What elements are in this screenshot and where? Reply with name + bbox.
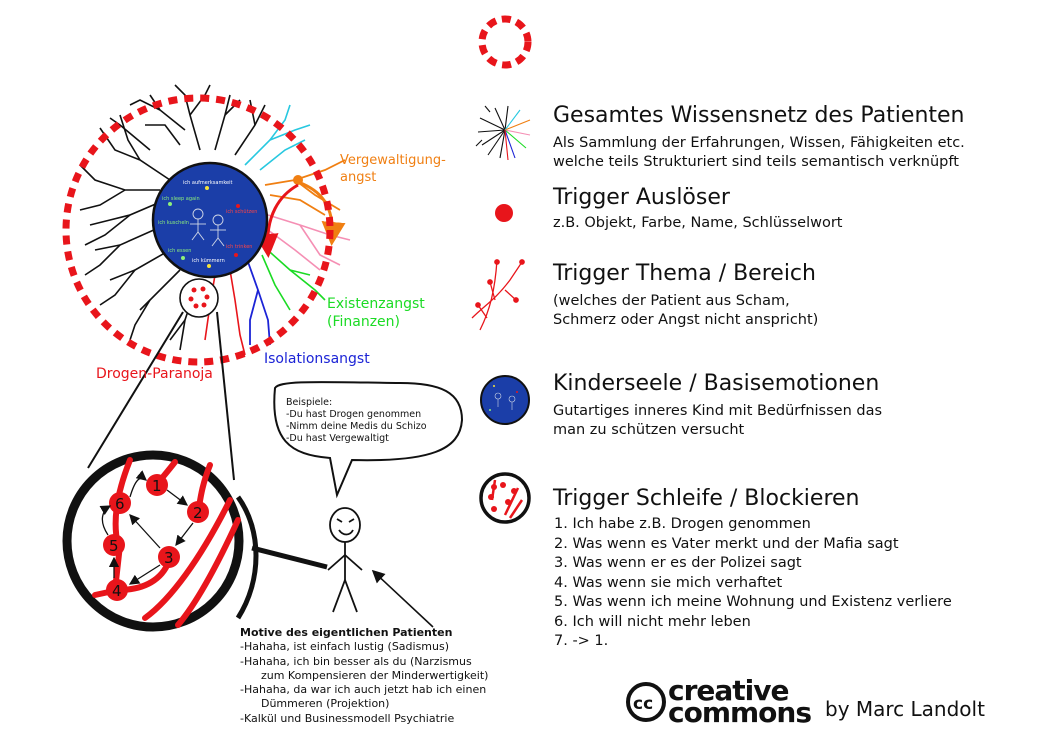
svg-text:cc: cc [633,694,653,714]
motive-line-3: zum Kompensieren der Minderwertigkeit) [240,668,489,682]
label-isolation: Isolationsangst [264,351,370,367]
core-label-0: ich aufmerksamkeit [183,180,233,186]
cyan-branches [244,104,311,171]
legend-sub-network-2: welche teils Strukturiert sind teils sem… [553,154,959,170]
motive-line-4: -Hahaha, da war ich auch jetzt hab ich e… [240,683,487,697]
legend-sub-inner-child-1: Gutartiges inneres Kind mit Bedürfnissen… [553,403,883,419]
legend-title-trigger: Trigger Auslöser [553,185,730,210]
legend-title-topic: Trigger Thema / Bereich [553,261,816,286]
legend-sub-trigger: z.B. Objekt, Farbe, Name, Schlüsselwort [553,215,843,231]
core-label-4: ich kümmern [192,258,225,264]
motive-line-5: Dümmeren (Projektion) [240,697,390,711]
legend-icon-trigger [495,204,513,222]
inner-child-core: ich aufmerksamkeit ich sleep again ich k… [151,161,269,279]
block-shield [235,495,259,620]
legend-title-network: Gesamtes Wissensnetz des Patienten [553,103,965,128]
loop-nodes: 1 2 3 4 5 6 [103,474,209,601]
black-branches [79,84,266,351]
zoom-line-left [87,311,184,469]
loop-node-label-4: 4 [112,582,122,600]
legend-sub-topic-1: (welches der Patient aus Scham, [553,293,790,309]
motives-block: Motive des eigentlichen Patienten -Hahah… [240,626,488,726]
loop-step-6: 6. Ich will nicht mehr leben [554,613,751,630]
legend-title-loop: Trigger Schleife / Blockieren [553,486,860,511]
speech-line-3: -Du hast Vergewaltigt [286,433,389,444]
legend-icon-boundary [478,15,532,69]
dashed-boundary [62,94,334,366]
core-label-1: ich sleep again [162,196,200,202]
loop-node-6 [109,492,131,514]
speech-text: Beispiele: -Du hast Drogen genommen -Nim… [286,397,427,445]
speech-bubble [273,381,464,499]
core-label-2: ich kuscheln [158,220,189,226]
speech-heading: Beispiele: [286,397,333,408]
block-bar [251,545,328,570]
loop-node-label-3: 3 [164,549,174,567]
loop-step-1: 1. Ich habe z.B. Drogen genommen [554,516,811,532]
loop-step-4: 4. Was wenn sie mich verhaftet [554,574,783,591]
motive-arrow [371,569,434,628]
author-byline: by Marc Landolt [825,697,985,721]
legend-icon-loop [479,472,531,524]
loop-node-3 [158,546,180,568]
magnified-trigger-loop: 1 2 3 4 5 6 [62,450,244,632]
trigger-loop-source [179,278,219,318]
loop-step-3: 3. Was wenn er es der Polizei sagt [554,555,802,571]
loop-step-5: 5. Was wenn ich meine Wohnung und Existe… [554,594,952,610]
cc-wordmark-line2: commons [668,696,812,729]
cc-wordmark: creative commons [668,674,812,729]
motive-line-6: -Kalkül und Businessmodell Psychiatrie [240,711,455,725]
label-existenz: Existenzangst (Finanzen) [327,296,425,330]
legend-icon-inner-child [480,375,530,425]
legend-sub-network-1: Als Sammlung der Erfahrungen, Wissen, Fä… [553,135,965,151]
label-drogen: Drogen-Paranoja [96,366,213,382]
loop-node-4 [106,579,128,601]
speech-line-2: -Nimm deine Medis du Schizo [286,421,427,432]
label-vergewaltigung: Vergewaltigung- angst [340,153,446,185]
loop-node-5 [103,534,125,556]
speech-line-1: -Du hast Drogen genommen [286,409,422,420]
stick-figure [327,507,363,613]
legend-icon-network [475,105,531,161]
zoom-line-right [216,311,235,481]
cc-wordmark-line1: creative [668,674,790,707]
loop-node-label-5: 5 [109,537,119,555]
blue-branches [247,261,271,346]
legend-sub-topic-2: Schmerz oder Angst nicht anspricht) [553,312,819,328]
loop-step-7: 7. -> 1. [554,633,609,649]
motive-line-2: -Hahaha, ich bin besser als du (Narzismu… [240,654,472,668]
core-label-5: ich schützen [226,209,257,215]
loop-node-1 [146,474,168,496]
motive-line-1: -Hahaha, ist einfach lustig (Sadismus) [240,640,450,654]
loop-step-2: 2. Was wenn es Vater merkt und der Mafia… [554,535,899,552]
legend-sub-inner-child-2: man zu schützen versucht [553,422,745,438]
loop-steps: 1. Ich habe z.B. Drogen genommen 2. Was … [554,515,952,652]
green-branches [261,244,326,311]
loop-node-label-1: 1 [152,477,162,495]
loop-node-label-2: 2 [193,504,203,522]
loop-node-2 [187,501,209,523]
red-arrow [254,183,299,258]
legend-title-inner-child: Kinderseele / Basisemotionen [553,371,880,396]
motives-heading: Motive des eigentlichen Patienten [240,626,453,639]
legend-icon-topic [471,259,525,331]
core-label-6: ich trinken [226,244,252,250]
core-label-3: ich essen [168,248,191,254]
knowledge-network: ich aufmerksamkeit ich sleep again ich k… [62,84,351,366]
cc-icon: cc [626,682,666,722]
loop-node-label-6: 6 [115,495,125,513]
